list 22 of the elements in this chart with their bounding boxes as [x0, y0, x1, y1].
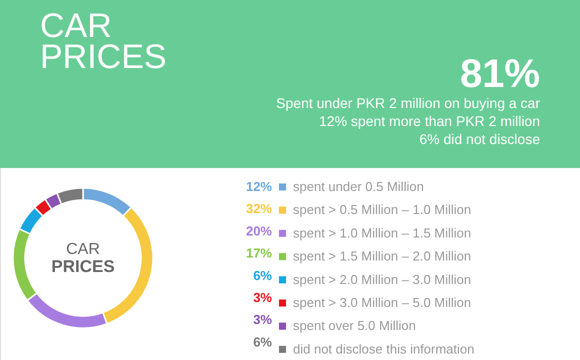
data-label: 12%: [246, 179, 272, 194]
legend-label: spent > 1.5 Million – 2.0 Million: [293, 248, 472, 264]
data-label: 20%: [246, 223, 272, 238]
legend-label: spent under 0.5 Million: [293, 179, 424, 194]
legend-label: spent over 5.0 Million: [293, 318, 416, 334]
data-label: 3%: [253, 290, 272, 305]
data-label: 17%: [246, 246, 272, 261]
legend-label: spent > 3.0 Million – 5.0 Million: [293, 295, 472, 310]
text: Spent under PKR 2 million on buying a car: [276, 95, 540, 111]
text: 6% did not disclose: [419, 131, 540, 147]
text: 12% spent more than PKR 2 million: [319, 113, 540, 129]
text: CAR PRICES: [51, 241, 115, 276]
legend-label: spent > 0.5 Million – 1.0 Million: [293, 202, 472, 218]
legend-label: spent > 1.0 Million – 1.5 Million: [293, 225, 472, 240]
data-label: 3%: [253, 312, 272, 328]
legend-label: did not disclose this information: [293, 341, 474, 356]
legend-label: spent > 2.0 Million – 3.0 Million: [293, 272, 472, 287]
data-label: 6%: [253, 268, 272, 283]
data-label: 6%: [253, 334, 272, 350]
text: 81%: [460, 52, 540, 96]
data-label: 32%: [246, 201, 272, 216]
chart-title: CAR PRICES: [40, 7, 167, 76]
